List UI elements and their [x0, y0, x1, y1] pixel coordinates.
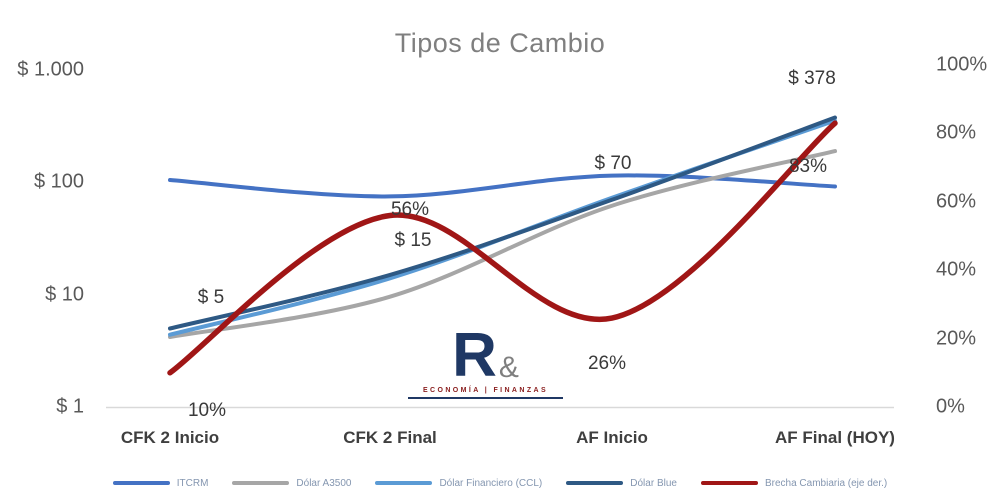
series-line-d-lar-blue	[168, 115, 837, 331]
data-label: 83%	[788, 156, 828, 177]
watermark-caption: ECONOMÍA | FINANZAS	[408, 387, 563, 399]
legend-item: Brecha Cambiaria (eje der.)	[700, 477, 888, 489]
x-axis-label: AF Inicio	[576, 428, 648, 447]
right-axis-tick: 40%	[936, 258, 977, 281]
right-axis-tick: 100%	[936, 53, 988, 76]
data-label: 26%	[587, 353, 627, 374]
series-line-itcrm	[168, 173, 837, 199]
data-label: $ 70	[594, 153, 632, 174]
legend-swatch-icon	[700, 481, 758, 485]
watermark-logo: R & ECONOMÍA | FINANZAS	[408, 321, 563, 399]
data-label: $ 378	[788, 68, 836, 89]
right-axis-tick: 80%	[936, 121, 977, 144]
series-line-d-lar-a3500	[168, 149, 837, 340]
legend-swatch-icon	[375, 481, 433, 485]
left-axis-tick: $ 10	[45, 283, 84, 306]
left-axis-tick: $ 1.000	[17, 58, 84, 81]
legend-swatch-icon	[112, 481, 170, 485]
data-label: $ 5	[197, 287, 225, 308]
left-axis-tick: $ 100	[33, 170, 84, 193]
legend-item: Dólar Blue	[566, 478, 677, 489]
legend-label: Dólar Financiero (CCL)	[439, 477, 543, 489]
chart-title: Tipos de Cambio	[394, 28, 606, 58]
data-label: 10%	[187, 400, 227, 421]
series-line-brecha-cambiaria-eje-der	[167, 120, 838, 376]
left-axis-tick: $ 1	[56, 395, 84, 418]
legend-item: Dólar Financiero (CCL)	[375, 478, 542, 489]
legend-swatch-icon	[566, 481, 624, 485]
chart-legend: ITCRM Dólar A3500 Dólar Financiero (CCL) Dó…	[0, 470, 1000, 496]
x-axis-label: AF Final (HOY)	[775, 428, 895, 447]
legend-label: Dólar A3500	[296, 477, 352, 489]
series-lines	[167, 115, 838, 376]
watermark-ampersand: &	[498, 350, 519, 384]
right-axis-tick: 0%	[936, 395, 965, 418]
legend-label: Dólar Blue	[630, 477, 677, 489]
right-axis-tick: 20%	[936, 327, 977, 350]
legend-item: ITCRM	[112, 477, 209, 489]
data-label: $ 15	[394, 230, 432, 251]
watermark-letters: R &	[408, 321, 563, 390]
legend-item: Dólar A3500	[232, 478, 351, 489]
x-axis-label: CFK 2 Inicio	[120, 428, 220, 447]
data-label: 56%	[390, 199, 430, 220]
legend-label: Brecha Cambiaria (eje der.)	[764, 477, 888, 489]
right-axis-tick: 60%	[936, 190, 977, 213]
x-axis-label: CFK 2 Final	[343, 428, 437, 447]
legend-swatch-icon	[232, 481, 290, 485]
watermark-r: R	[452, 321, 497, 390]
legend-label: ITCRM	[176, 477, 209, 489]
